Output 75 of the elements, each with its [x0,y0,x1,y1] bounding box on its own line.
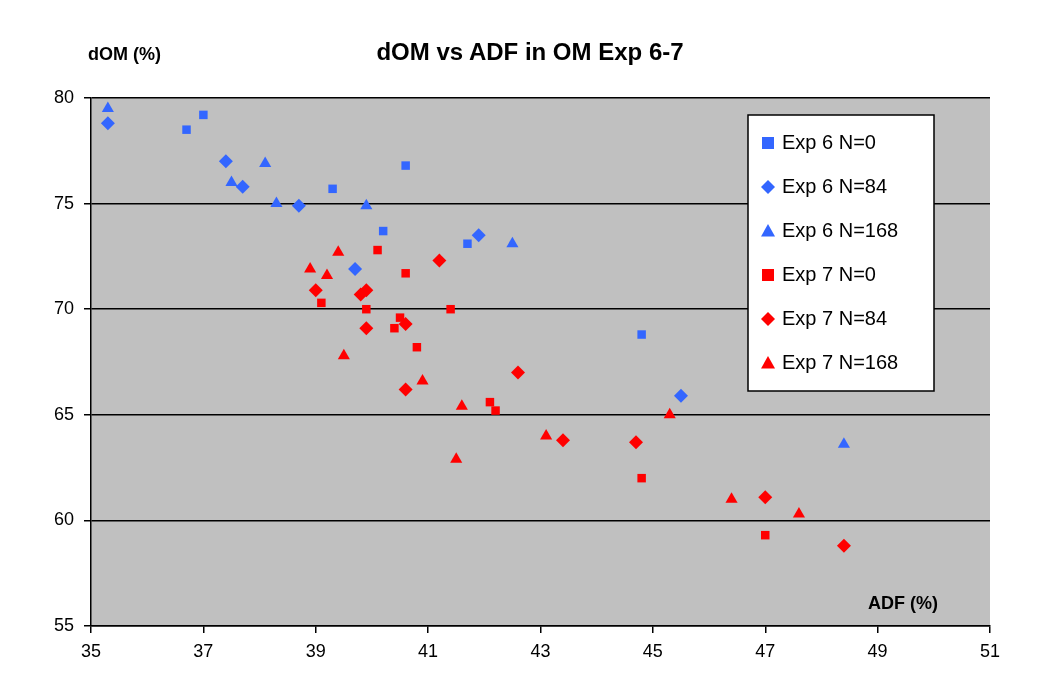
point [540,428,553,440]
point [450,452,463,463]
x-tick-label: 43 [530,640,551,661]
point [259,156,272,167]
legend-label: Exp 6 N=168 [782,218,899,241]
y-tick-label: 70 [53,298,74,319]
x-tick-label: 45 [642,640,663,661]
point [637,330,646,339]
legend-label: Exp 7 N=168 [782,350,899,373]
point [332,245,345,256]
point [304,262,317,273]
point [792,507,806,518]
point [101,101,114,113]
point [511,365,526,380]
legend-label: Exp 6 N=0 [782,130,876,153]
point [337,348,350,360]
x-tick-label: 37 [193,640,214,661]
point [463,239,472,248]
legend-label: Exp 7 N=0 [782,262,876,285]
y-tick-label: 80 [53,86,74,107]
point [308,283,323,298]
point [328,184,337,194]
point [637,473,646,483]
point [446,304,455,314]
y-tick-label: 55 [53,614,74,635]
x-tick-label: 41 [418,640,439,661]
x-tick-label: 39 [305,640,326,661]
x-axis-title: ADF (%) [868,592,938,613]
chart-title: dOM vs ADF in OM Exp 6-7 [376,37,684,65]
point [225,175,238,186]
x-tick-label: 49 [867,640,888,661]
point [291,198,306,213]
point [837,437,850,448]
point [629,435,644,450]
point [401,269,410,278]
point [390,323,399,333]
y-tick-label: 60 [53,509,74,530]
point [398,316,413,331]
point [398,382,413,397]
point [348,262,363,277]
point [182,125,191,134]
point [471,228,486,243]
x-tick-label: 47 [755,640,776,661]
point [758,490,773,505]
point [199,110,208,120]
x-tick-label: 51 [979,640,1001,661]
point [416,374,429,385]
point [395,313,405,322]
y-axis-title: dOM (%) [88,43,161,64]
legend-label: Exp 7 N=84 [782,306,888,329]
point [506,236,519,248]
point [455,399,468,410]
legend-label: Exp 6 N=84 [782,174,888,197]
y-tick-label: 75 [53,192,74,213]
point [401,161,410,170]
y-tick-label: 65 [53,403,74,424]
point [362,304,371,314]
point [235,179,250,194]
point [373,245,382,255]
point [320,268,334,279]
point [673,388,688,403]
point [725,492,738,503]
point [218,154,233,169]
point [359,283,374,298]
point [432,253,447,268]
point [270,196,283,208]
point [317,298,326,308]
point [836,538,851,553]
point [100,116,115,131]
point [663,407,676,419]
point [555,433,570,448]
x-tick-label: 35 [80,640,102,661]
point [359,321,374,336]
point [360,198,373,210]
point [491,406,500,415]
